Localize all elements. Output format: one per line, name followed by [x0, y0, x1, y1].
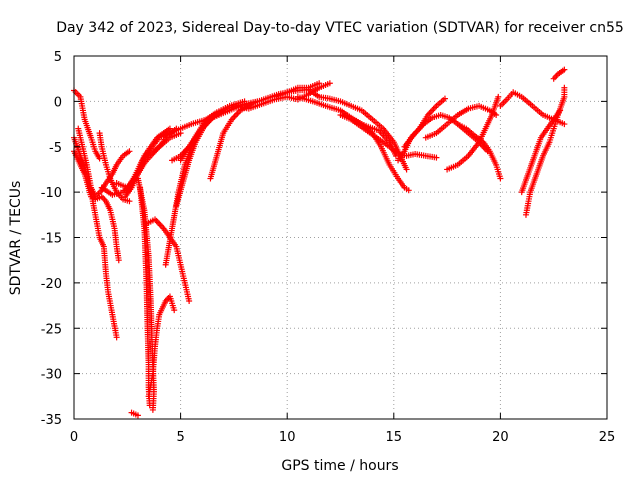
- series-arc-4: [75, 125, 133, 200]
- data-point: [441, 95, 448, 102]
- data-point: [126, 198, 133, 205]
- data-point: [186, 298, 193, 305]
- data-point: [211, 111, 218, 118]
- data-point: [405, 187, 412, 194]
- series-arc-32: [518, 107, 564, 196]
- y-tick-label: -5: [49, 141, 62, 156]
- data-point: [126, 148, 133, 155]
- data-point: [561, 121, 568, 128]
- series-arc-33: [550, 66, 568, 82]
- y-tick-label: -25: [41, 322, 62, 337]
- y-tick-label: 0: [54, 95, 62, 110]
- data-point: [561, 66, 568, 73]
- data-points: [71, 66, 568, 419]
- x-tick-label: 0: [70, 430, 78, 445]
- data-point: [497, 175, 504, 182]
- x-tick-label: 20: [492, 430, 509, 445]
- x-tick-label: 10: [279, 430, 296, 445]
- y-tick-label: -30: [41, 368, 62, 383]
- data-point: [113, 334, 120, 341]
- data-point: [134, 412, 141, 419]
- series-arc-13: [143, 216, 193, 305]
- y-tick-label: -20: [41, 277, 62, 292]
- data-point: [403, 166, 410, 173]
- series-arc-27: [422, 102, 500, 141]
- series-arc-12: [145, 293, 178, 400]
- x-tick-label: 25: [599, 430, 616, 445]
- data-point: [171, 307, 178, 314]
- y-axis-label: SDTVAR / TECUs: [8, 181, 24, 296]
- y-tick-label: -35: [41, 413, 62, 428]
- chart-title: Day 342 of 2023, Sidereal Day-to-day VTE…: [56, 20, 624, 36]
- x-tick-label: 5: [176, 430, 184, 445]
- y-tick-label: -15: [41, 232, 62, 247]
- data-point: [561, 84, 568, 91]
- series-arc-19: [173, 111, 218, 209]
- data-point: [149, 406, 156, 413]
- data-point: [146, 402, 153, 409]
- series-arc-5: [96, 130, 133, 205]
- series-arc-18: [162, 98, 261, 268]
- y-tick-label: 5: [54, 50, 62, 65]
- series-arc-28: [444, 93, 502, 173]
- data-point: [557, 107, 564, 114]
- y-tick-label: -10: [41, 186, 62, 201]
- axis-ticks: 0 5 10 15 20 25 5 0 -5 -10 -15 -20 -25 -30 -35: [41, 50, 616, 445]
- series-arc-29: [454, 121, 491, 155]
- series-arc-24: [337, 111, 399, 159]
- x-axis-label: GPS time / hours: [281, 458, 398, 474]
- data-point: [495, 93, 502, 100]
- x-tick-label: 15: [386, 430, 403, 445]
- data-point: [115, 257, 122, 264]
- series-arc-1: [71, 87, 103, 162]
- series-arc-14: [128, 409, 141, 419]
- data-point: [326, 80, 333, 87]
- data-point: [433, 154, 440, 161]
- data-point: [484, 148, 491, 155]
- data-point: [392, 152, 399, 159]
